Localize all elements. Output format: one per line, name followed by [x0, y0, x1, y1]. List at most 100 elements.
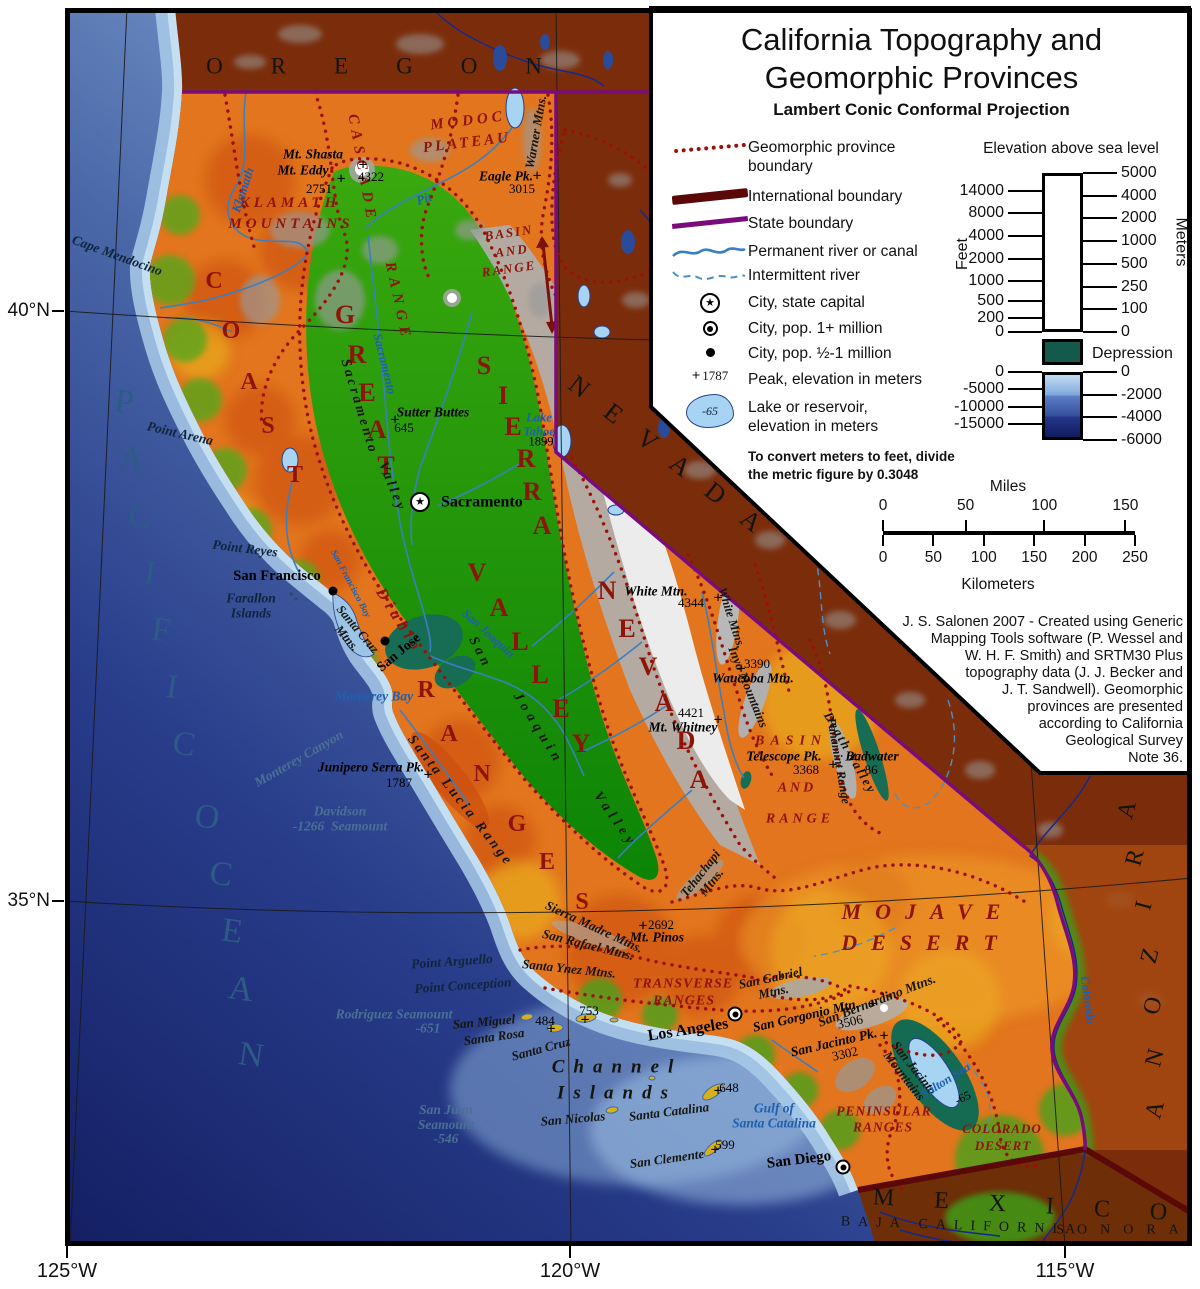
scalebar-mile-value: 100 [1031, 497, 1058, 514]
axis-tick [66, 1246, 68, 1258]
elevation-tick-label: 0 [1121, 323, 1130, 340]
elevation-tick [1008, 422, 1042, 425]
elevation-tick-label: -5000 [963, 380, 1004, 398]
scalebar-km-tick [1134, 534, 1136, 546]
elevation-tick [1008, 212, 1042, 215]
elevation-tick [1083, 308, 1117, 311]
elevation-tick-label: 200 [977, 309, 1004, 326]
elevation-tick [1008, 405, 1042, 408]
elevation-tick [1008, 234, 1042, 237]
international-boundary-icon [671, 188, 749, 205]
state-boundary-icon [671, 216, 749, 229]
elevation-tick-label: 8000 [968, 204, 1004, 222]
elevation-tick [1083, 262, 1117, 265]
scalebar-km-value: 250 [1122, 549, 1148, 566]
axis-tick [569, 1246, 571, 1258]
city-1m-icon [671, 321, 749, 336]
elevation-tick-label: 1000 [968, 272, 1004, 290]
legend-item-city-05m: City, pop. ½-1 million [748, 345, 892, 362]
scalebar-mile-tick [964, 520, 967, 531]
elevation-tick [1083, 393, 1117, 396]
legend: California Topography and Geomorphic Pro… [651, 8, 1192, 775]
elevation-tick-label: 2000 [1121, 209, 1157, 227]
elevation-tick-label: 500 [1121, 254, 1148, 272]
legend-item-geomorphic: Geomorphic province boundary [748, 139, 896, 176]
legend-item-capital: City, state capital [748, 294, 865, 311]
scalebar-mile-value: 50 [957, 497, 975, 514]
elevation-tick [1083, 240, 1117, 243]
axis-tick [52, 310, 64, 312]
axis-label-bottom: 120°W [539, 1260, 601, 1282]
scalebar-km-tick [982, 534, 985, 546]
elevation-tick [1083, 331, 1117, 333]
legend-item-permanent-river: Permanent river or canal [748, 243, 918, 260]
legend-item-lake: Lake or reservoir, elevation in meters [748, 399, 879, 436]
bathymetry-bar [1042, 372, 1083, 440]
peak-icon: + 1787 [691, 368, 729, 384]
map-title-line1: California Topography and [740, 22, 1103, 57]
elevation-tick-label: -4000 [1121, 408, 1162, 426]
scalebar-km-value: 100 [970, 549, 997, 566]
elevation-tick [1083, 439, 1117, 441]
map-title-line2: Geomorphic Provinces [764, 60, 1079, 95]
lakes [281, 87, 960, 1109]
elevation-bar [1042, 173, 1083, 332]
scalebar-km-value: 0 [878, 549, 888, 566]
scalebar-mile-tick [1043, 520, 1046, 531]
elevation-tick [1083, 285, 1117, 288]
elevation-tick-label: 0 [1121, 363, 1130, 380]
scalebar-line [883, 531, 1135, 535]
elevation-header: Elevation above sea level [983, 140, 1159, 157]
map-frame [65, 8, 1192, 1246]
axis-label-left: 35°N [7, 890, 50, 911]
elevation-tick-label: 4000 [968, 226, 1004, 244]
elevation-tick-label: 0 [995, 363, 1004, 380]
capital-city-icon: ★ [671, 293, 749, 313]
dotted-boundary-icon [671, 142, 749, 154]
scalebar-mile-value: 150 [1112, 497, 1139, 514]
elevation-tick [1008, 299, 1042, 302]
axis-label-bottom: 125°W [36, 1260, 98, 1282]
elevation-tick-label: 14000 [959, 181, 1005, 199]
conversion-note: To convert meters to feet, divide the me… [748, 449, 955, 482]
elevation-tick-label: 0 [995, 323, 1004, 340]
scalebar-km-tick [1083, 534, 1086, 546]
elevation-tick-label: 2000 [968, 249, 1004, 267]
elevation-tick [1008, 331, 1042, 333]
kilometers-label: Kilometers [961, 576, 1035, 593]
elevation-tick [1008, 257, 1042, 260]
elevation-tick [1008, 280, 1042, 283]
scalebar-mile-tick [882, 520, 884, 531]
legend-item-international: International boundary [748, 188, 903, 205]
elevation-tick-label: 4000 [1121, 186, 1157, 204]
elevation-tick [1008, 371, 1042, 373]
elevation-tick [1083, 416, 1117, 419]
city-05m-icon [671, 348, 749, 357]
depression-swatch [1042, 339, 1083, 365]
scalebar-mile-tick [1124, 520, 1127, 531]
scalebar-km-tick [882, 534, 884, 546]
legend-item-state: State boundary [748, 215, 854, 232]
lake-icon: -65 [671, 394, 749, 428]
credit-text: J. S. Salonen 2007 - Created using Gener… [902, 614, 1184, 766]
elevation-tick [1083, 172, 1117, 174]
elevation-tick-label: -2000 [1121, 385, 1162, 403]
elevation-tick-label: 500 [977, 291, 1004, 309]
rivers [159, 91, 819, 1073]
axis-tick [52, 900, 64, 902]
axis-tick [1064, 1246, 1066, 1258]
legend-item-city-1m: City, pop. 1+ million [748, 320, 883, 337]
axis-label-left: 40°N [7, 300, 50, 321]
elevation-tick-label: 5000 [1121, 164, 1157, 181]
scalebar-km-value: 200 [1071, 549, 1098, 566]
elevation-tick-label: -15000 [954, 414, 1004, 432]
elevation-tick-label: 1000 [1121, 232, 1157, 250]
axis-label-bottom: 115°W [1035, 1260, 1095, 1282]
scalebar-km-value: 150 [1021, 549, 1048, 566]
legend-item-intermittent-river: Intermittent river [748, 267, 860, 284]
scalebar-km-value: 50 [924, 549, 943, 566]
elevation-tick-label: 100 [1121, 300, 1148, 318]
elevation-tick [1008, 317, 1042, 319]
